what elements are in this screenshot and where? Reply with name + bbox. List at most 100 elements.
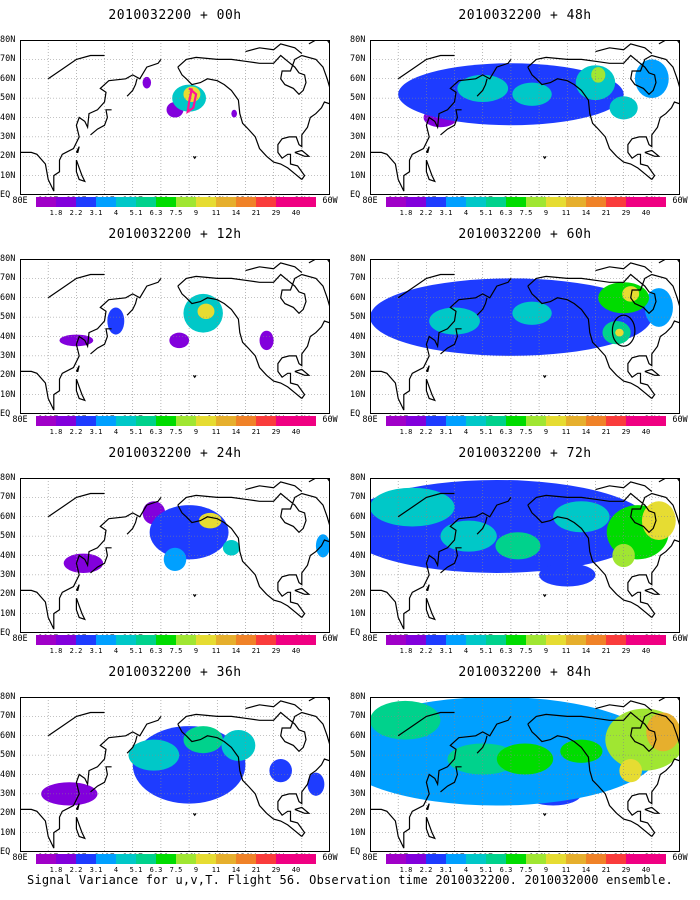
- coastline: [425, 803, 430, 811]
- map-plot-area: [370, 259, 680, 414]
- colorbar-label: 1.8: [399, 647, 413, 655]
- coastline: [126, 297, 138, 316]
- lon-tick-label: 80E: [362, 634, 378, 644]
- colorbar: [386, 416, 666, 426]
- coastline: [177, 285, 303, 399]
- colorbar-swatch: [256, 854, 277, 864]
- coastline: [47, 492, 105, 518]
- lat-tick-label: 60N: [350, 730, 366, 741]
- colorbar-swatch: [96, 635, 117, 645]
- colorbar-swatch: [136, 416, 157, 426]
- lat-tick-label: 40N: [0, 112, 16, 123]
- colorbar-swatch: [506, 416, 527, 426]
- coastline: [644, 806, 661, 814]
- colorbar-label: 6.3: [149, 647, 163, 655]
- lon-tick-label: 80E: [12, 853, 28, 863]
- map-frame: [370, 478, 680, 633]
- colorbar-label: 14: [581, 647, 591, 655]
- colorbar-swatch: [196, 197, 217, 207]
- colorbar-label: 21: [601, 866, 611, 874]
- coastline: [425, 159, 436, 183]
- colorbar-swatch: [406, 416, 427, 426]
- lat-tick-label: 20N: [350, 370, 366, 381]
- colorbar-label: 29: [621, 866, 631, 874]
- colorbar-label: 1.8: [49, 428, 63, 436]
- lat-tick-label: 30N: [0, 131, 16, 142]
- colorbar-swatch: [76, 197, 97, 207]
- colorbar-swatch: [116, 854, 137, 864]
- map-frame: [20, 697, 330, 852]
- colorbar-swatch: [606, 197, 627, 207]
- colorbar-label: 11: [561, 866, 571, 874]
- coastline: [308, 697, 330, 702]
- colorbar-swatch: [466, 854, 487, 864]
- coastline: [627, 539, 680, 618]
- lat-tick-label: 60N: [350, 73, 366, 84]
- coastline: [75, 597, 86, 621]
- lat-tick-label: 20N: [0, 370, 16, 381]
- colorbar-label: 6.3: [149, 866, 163, 874]
- coastline: [75, 803, 80, 811]
- colorbar-swatch: [156, 635, 177, 645]
- coastline: [20, 716, 162, 849]
- lat-tick-label: 20N: [350, 589, 366, 600]
- coastline: [527, 66, 653, 180]
- lat-tick-label: 80N: [0, 35, 16, 45]
- colorbar-label: 14: [581, 209, 591, 217]
- coastline: [177, 492, 330, 534]
- colorbar-label: 6.3: [499, 428, 513, 436]
- colorbar-swatch: [606, 416, 627, 426]
- lat-tick-label: 30N: [350, 350, 366, 361]
- coastline: [658, 259, 680, 264]
- colorbar-label: 5.1: [479, 647, 493, 655]
- colorbar-label: 1.8: [49, 647, 63, 655]
- coastline: [90, 109, 112, 136]
- colorbar-swatch: [296, 416, 316, 426]
- colorbar-label: 11: [561, 647, 571, 655]
- colorbar-label: 4: [463, 209, 469, 217]
- lat-tick-label: EQ: [0, 190, 11, 200]
- coastline: [294, 149, 311, 157]
- variance-region: [222, 540, 240, 556]
- colorbar-swatch: [176, 197, 197, 207]
- colorbar-swatch: [156, 416, 177, 426]
- lat-tick-label: 60N: [350, 511, 366, 522]
- colorbar-swatch: [136, 197, 157, 207]
- colorbar-label: 21: [601, 647, 611, 655]
- variance-region: [231, 109, 238, 118]
- colorbar-swatch: [36, 854, 57, 864]
- colorbar-swatch: [76, 854, 97, 864]
- colorbar-label: 5.1: [129, 209, 143, 217]
- colorbar-label: 40: [291, 209, 301, 217]
- lat-tick-label: 10N: [0, 827, 16, 838]
- colorbar-label: 21: [601, 209, 611, 217]
- colorbar-label: 21: [251, 209, 261, 217]
- figure-caption: Signal Variance for u,v,T. Flight 56. Ob…: [27, 873, 673, 887]
- lat-tick-label: 30N: [350, 569, 366, 580]
- coastline: [370, 716, 512, 849]
- colorbar-label: 3.1: [89, 647, 103, 655]
- panel-title: 2010032200 + 24h: [108, 446, 242, 461]
- colorbar-label: 9: [543, 428, 549, 436]
- coastline: [425, 378, 436, 402]
- lat-tick-label: 50N: [0, 93, 16, 104]
- colorbar-swatch: [56, 197, 77, 207]
- coastline: [192, 812, 197, 817]
- chart-panel: 2010032200 + 84h 80N 70N 60N 50N 40N 30N 20N 10N…: [350, 657, 700, 879]
- lat-tick-label: 40N: [350, 769, 366, 780]
- colorbar-swatch: [216, 416, 237, 426]
- coastline: [308, 259, 330, 264]
- coastline: [90, 547, 112, 574]
- lat-tick-label: EQ: [0, 628, 11, 638]
- colorbar-swatch: [176, 635, 197, 645]
- colorbar-label: 6.3: [499, 647, 513, 655]
- colorbar-swatch: [156, 197, 177, 207]
- lat-tick-label: 70N: [0, 54, 16, 65]
- colorbar-label: 9: [543, 209, 549, 217]
- variance-region: [560, 739, 603, 763]
- colorbar-label: 2.2: [69, 647, 83, 655]
- colorbar-swatch: [486, 854, 507, 864]
- variance-region: [512, 82, 552, 106]
- colorbar-swatch: [116, 416, 137, 426]
- variance-region: [622, 286, 640, 302]
